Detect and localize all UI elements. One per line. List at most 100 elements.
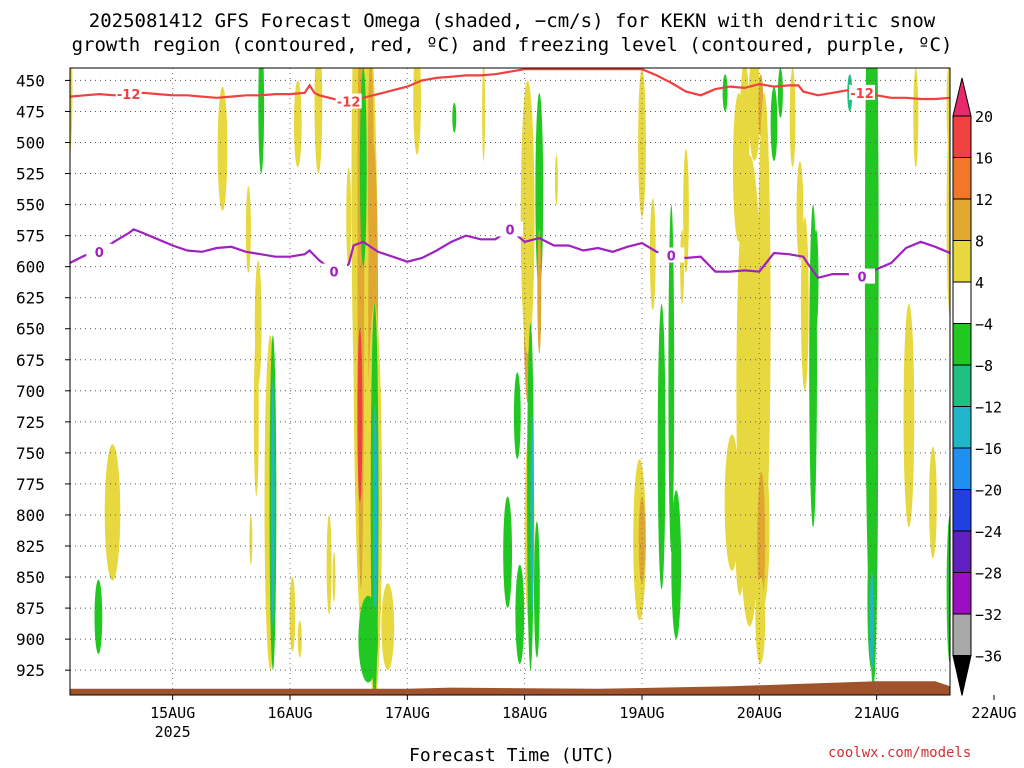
contour-label-bg	[658, 247, 685, 263]
y-tick-label-600: 600	[16, 258, 45, 277]
omega-region-48	[657, 304, 666, 590]
contour-label-0: -12	[117, 88, 141, 103]
omega-region-71	[813, 229, 819, 329]
omega-region-16	[258, 68, 265, 174]
contour-label-bg	[849, 268, 875, 284]
plot-frame	[69, 67, 951, 696]
colorbar-segment-4	[952, 240, 972, 283]
omega-region-79	[929, 446, 937, 559]
colorbar-label: −16	[975, 440, 1002, 458]
colorbar-label: −8	[975, 357, 993, 375]
x-tick-sublabel: 2025	[155, 723, 191, 741]
colorbar-segment-1	[952, 115, 972, 158]
colorbar-segment-6	[952, 323, 972, 366]
y-tick-label-525: 525	[16, 165, 45, 184]
contour-label-bg	[86, 243, 113, 259]
omega-region-46	[638, 68, 646, 217]
omega-region-31	[413, 68, 421, 155]
credit-text: coolwx.com/models	[828, 745, 972, 761]
omega-region-14	[314, 68, 323, 174]
omega-region-11	[293, 80, 302, 168]
omega-shading	[70, 68, 950, 695]
grid-lines	[70, 68, 950, 695]
omega-region-28	[381, 583, 395, 671]
y-tick-label-500: 500	[16, 133, 45, 152]
omega-region-15	[326, 515, 332, 615]
omega-region-78	[903, 304, 915, 528]
x-tick-label-18AUG: 18AUG	[502, 704, 547, 722]
omega-region-29	[332, 552, 336, 602]
colorbar-label: 12	[975, 191, 993, 209]
y-axis: 450 475 500 525 550 575 600 625 650 675 700 725 750 7…	[16, 71, 70, 680]
omega-region-8	[271, 378, 275, 627]
omega-region-1	[104, 444, 121, 581]
contour-lines: -12 -12 -12 0 0 0 0 0	[70, 68, 950, 286]
y-tick-label-625: 625	[16, 289, 45, 308]
y-tick-label-825: 825	[16, 537, 45, 556]
colorbar-segment-12	[952, 572, 972, 615]
colorbar-label: −36	[975, 648, 1002, 666]
omega-region-0	[70, 68, 73, 158]
colorbar-segment-8	[952, 406, 972, 449]
omega-region-54	[638, 496, 646, 584]
omega-region-33	[482, 68, 486, 162]
omega-region-41	[534, 521, 540, 658]
colorbar-segment-7	[952, 364, 972, 407]
omega-region-53	[683, 148, 689, 273]
colorbar-label: −32	[975, 606, 1002, 624]
y-tick-label-800: 800	[16, 506, 45, 525]
omega-region-77	[913, 68, 919, 168]
contour-label-1: 0	[667, 249, 676, 264]
colorbar-segment-13	[952, 613, 972, 656]
y-tick-label-850: 850	[16, 568, 45, 587]
omega-region-42	[535, 93, 544, 292]
omega-region-32	[452, 102, 457, 133]
omega-region-69	[800, 217, 809, 391]
omega-region-30	[346, 167, 352, 267]
y-tick-label-750: 750	[16, 444, 45, 463]
omega-region-50	[671, 490, 682, 639]
colorbar-label: 20	[975, 108, 993, 126]
colorbar-label: 4	[975, 274, 984, 292]
contour-label-1: 0	[505, 223, 514, 238]
colorbar-segment-10	[952, 489, 972, 532]
omega-region-20	[357, 328, 363, 503]
omega-region-61	[757, 93, 771, 540]
x-tick-label-16AUG: 16AUG	[267, 704, 312, 722]
contour-line-0	[70, 68, 950, 103]
colorbar-top-arrow	[952, 77, 972, 117]
contour-label-0: -12	[337, 96, 361, 111]
omega-region-34	[513, 372, 521, 459]
omega-region-44	[554, 154, 558, 205]
omega-region-39	[530, 415, 534, 615]
colorbar-segment-5	[952, 281, 972, 324]
colorbar-label: 8	[975, 233, 984, 251]
x-axis-title: Forecast Time (UTC)	[409, 745, 615, 766]
omega-region-83	[777, 68, 783, 118]
omega-region-84	[722, 74, 728, 112]
y-tick-label-650: 650	[16, 320, 45, 339]
contour-label-1: 0	[329, 266, 338, 281]
contour-label-bg	[849, 84, 875, 100]
y-tick-label-775: 775	[16, 475, 45, 494]
omega-region-43	[537, 229, 542, 354]
terrain-band	[70, 681, 950, 695]
colorbar-label: −28	[975, 565, 1002, 583]
colorbar-label: 16	[975, 150, 993, 168]
contour-label-bg	[335, 93, 362, 109]
y-tick-label-725: 725	[16, 413, 45, 432]
omega-region-4	[245, 186, 251, 273]
colorbar-label: −4	[975, 316, 993, 334]
omega-region-36	[520, 80, 535, 354]
y-tick-label-700: 700	[16, 382, 45, 401]
colorbar-segment-2	[952, 157, 972, 200]
x-tick-label-19AUG: 19AUG	[619, 704, 664, 722]
y-tick-label-900: 900	[16, 630, 45, 649]
x-tick-label-17AUG: 17AUG	[385, 704, 430, 722]
omega-region-68	[796, 161, 804, 261]
omega-region-59	[770, 86, 778, 162]
omega-region-10	[249, 515, 253, 565]
omega-region-3	[217, 86, 228, 211]
